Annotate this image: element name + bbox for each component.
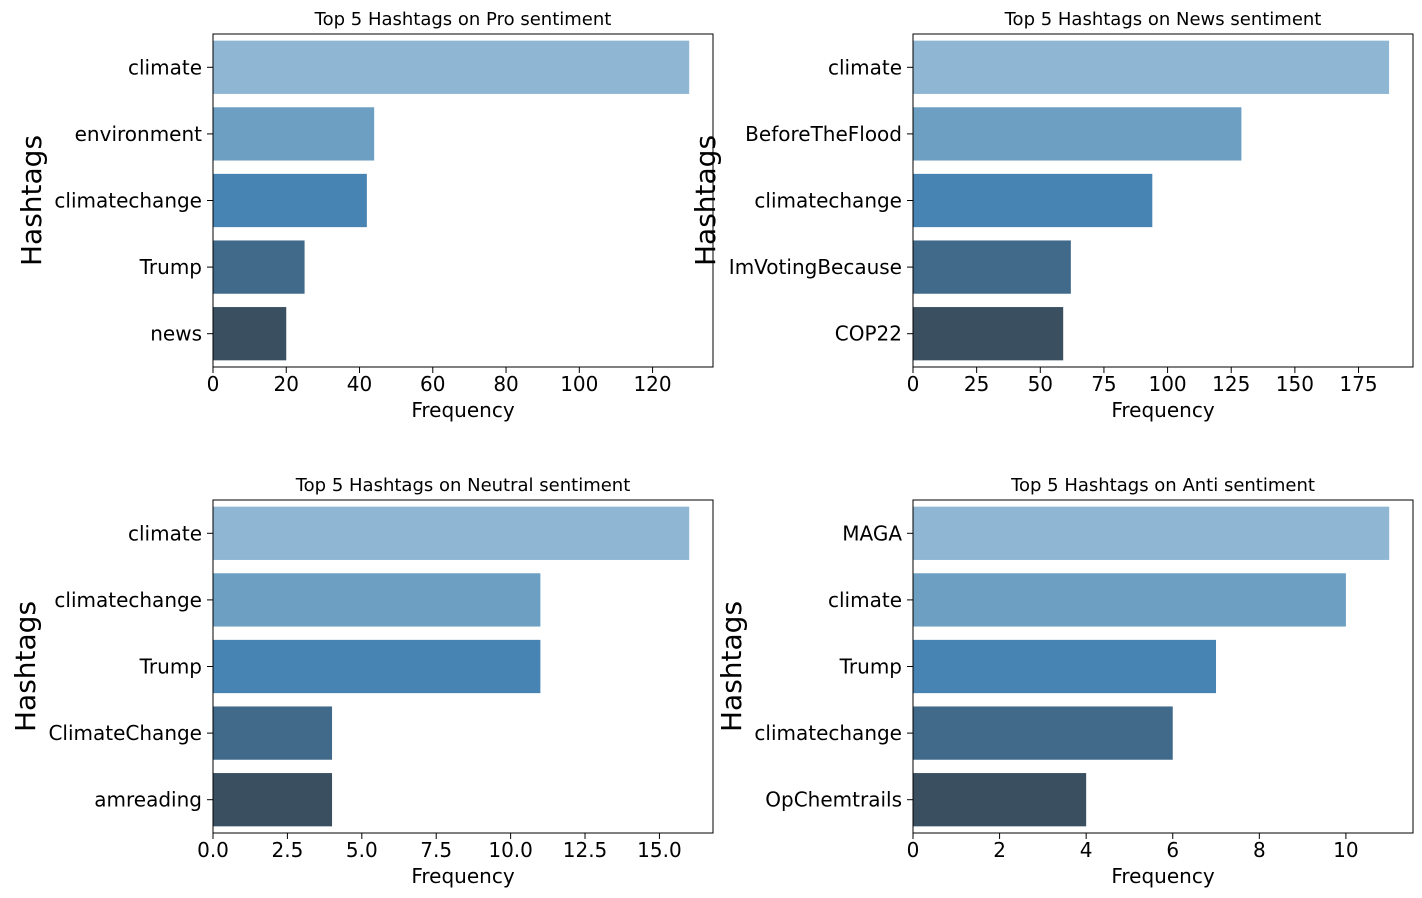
y-tick-label: climate [128, 521, 202, 545]
bar-Trump [213, 639, 541, 694]
bar-news [213, 307, 287, 361]
y-tick-label: environment [75, 122, 203, 146]
y-tick-label: climatechange [54, 189, 202, 213]
x-tick-label: 125 [1212, 372, 1250, 396]
x-tick-label: 100 [560, 372, 598, 396]
x-tick-label: 20 [274, 372, 299, 396]
y-tick-label: Trump [839, 655, 902, 679]
y-tick-label: climate [128, 55, 202, 79]
y-tick-label: climate [828, 55, 902, 79]
x-tick-label: 80 [493, 372, 518, 396]
x-tick-label: 120 [633, 372, 671, 396]
x-axis-label: Frequency [1111, 398, 1214, 422]
x-tick-label: 10.0 [488, 838, 533, 862]
y-tick-label: amreading [94, 788, 202, 812]
x-tick-label: 12.5 [563, 838, 608, 862]
x-axis-label: Frequency [1111, 864, 1214, 888]
bar-Trump [913, 639, 1217, 694]
bar-climate [913, 40, 1390, 94]
bar-climate [213, 506, 690, 560]
chart-title: Top 5 Hashtags on Pro sentiment [314, 9, 612, 30]
y-axis-label: Hashtags [15, 135, 48, 266]
bar-ClimateChange [213, 706, 333, 760]
bar-BeforeTheFlood [913, 107, 1242, 161]
x-tick-label: 6 [1166, 838, 1179, 862]
y-tick-label: climatechange [54, 588, 202, 612]
y-tick-label: news [150, 322, 202, 346]
y-tick-label: MAGA [842, 521, 902, 545]
chart-panel-0: climate environment climatechange Trump news… [15, 9, 714, 422]
x-tick-label: 2.5 [271, 838, 303, 862]
y-tick-label: COP22 [835, 322, 902, 346]
y-tick-label: OpChemtrails [765, 788, 902, 812]
x-tick-label: 175 [1339, 372, 1377, 396]
bar-Trump [213, 240, 305, 294]
bar-MAGA [913, 506, 1390, 560]
x-tick-label: 0 [907, 372, 920, 396]
y-axis-label: Hashtags [689, 135, 722, 266]
y-tick-label: climatechange [754, 189, 902, 213]
y-axis-label: Hashtags [715, 601, 748, 732]
x-tick-label: 100 [1148, 372, 1186, 396]
y-axis-label: Hashtags [9, 601, 42, 732]
y-tick-label: BeforeTheFlood [745, 122, 902, 146]
y-tick-label: Trump [139, 655, 202, 679]
chart-panel-3: MAGA climate Trump climatechange OpChemtrail… [715, 475, 1414, 888]
bar-climatechange [913, 173, 1153, 228]
chart-title: Top 5 Hashtags on Neutral sentiment [295, 475, 631, 496]
chart-title: Top 5 Hashtags on News sentiment [1004, 9, 1322, 30]
bar-COP22 [913, 307, 1064, 361]
x-tick-label: 15.0 [637, 838, 682, 862]
x-tick-label: 7.5 [420, 838, 452, 862]
x-tick-label: 2 [993, 838, 1006, 862]
x-tick-label: 0.0 [197, 838, 229, 862]
x-axis-label: Frequency [411, 864, 514, 888]
chart-panel-1: climate BeforeTheFlood climatechange ImVoti… [689, 9, 1414, 422]
chart-title: Top 5 Hashtags on Anti sentiment [1010, 475, 1315, 496]
x-tick-label: 0 [907, 838, 920, 862]
x-axis-label: Frequency [411, 398, 514, 422]
chart-panel-2: climate climatechange Trump ClimateChange am… [9, 475, 714, 888]
bar-environment [213, 107, 375, 161]
x-tick-label: 40 [347, 372, 372, 396]
y-tick-label: Trump [139, 255, 202, 279]
x-tick-label: 50 [1028, 372, 1053, 396]
bar-climate [213, 40, 690, 94]
bar-climatechange [913, 706, 1173, 760]
y-tick-label: climatechange [754, 721, 902, 745]
x-tick-label: 10 [1333, 838, 1358, 862]
x-tick-label: 4 [1080, 838, 1093, 862]
x-tick-label: 150 [1276, 372, 1314, 396]
bar-climate [913, 573, 1346, 627]
bar-amreading [213, 773, 333, 827]
y-tick-label: ClimateChange [48, 721, 202, 745]
x-tick-label: 8 [1253, 838, 1266, 862]
x-tick-label: 25 [964, 372, 989, 396]
bar-ImVotingBecause [913, 240, 1071, 294]
x-tick-label: 5.0 [346, 838, 378, 862]
x-tick-label: 0 [207, 372, 220, 396]
x-tick-label: 75 [1091, 372, 1116, 396]
x-tick-label: 60 [420, 372, 445, 396]
y-tick-label: ImVotingBecause [729, 255, 902, 279]
y-tick-label: climate [828, 588, 902, 612]
bar-climatechange [213, 173, 367, 228]
bar-climatechange [213, 573, 541, 627]
bar-OpChemtrails [913, 773, 1087, 827]
